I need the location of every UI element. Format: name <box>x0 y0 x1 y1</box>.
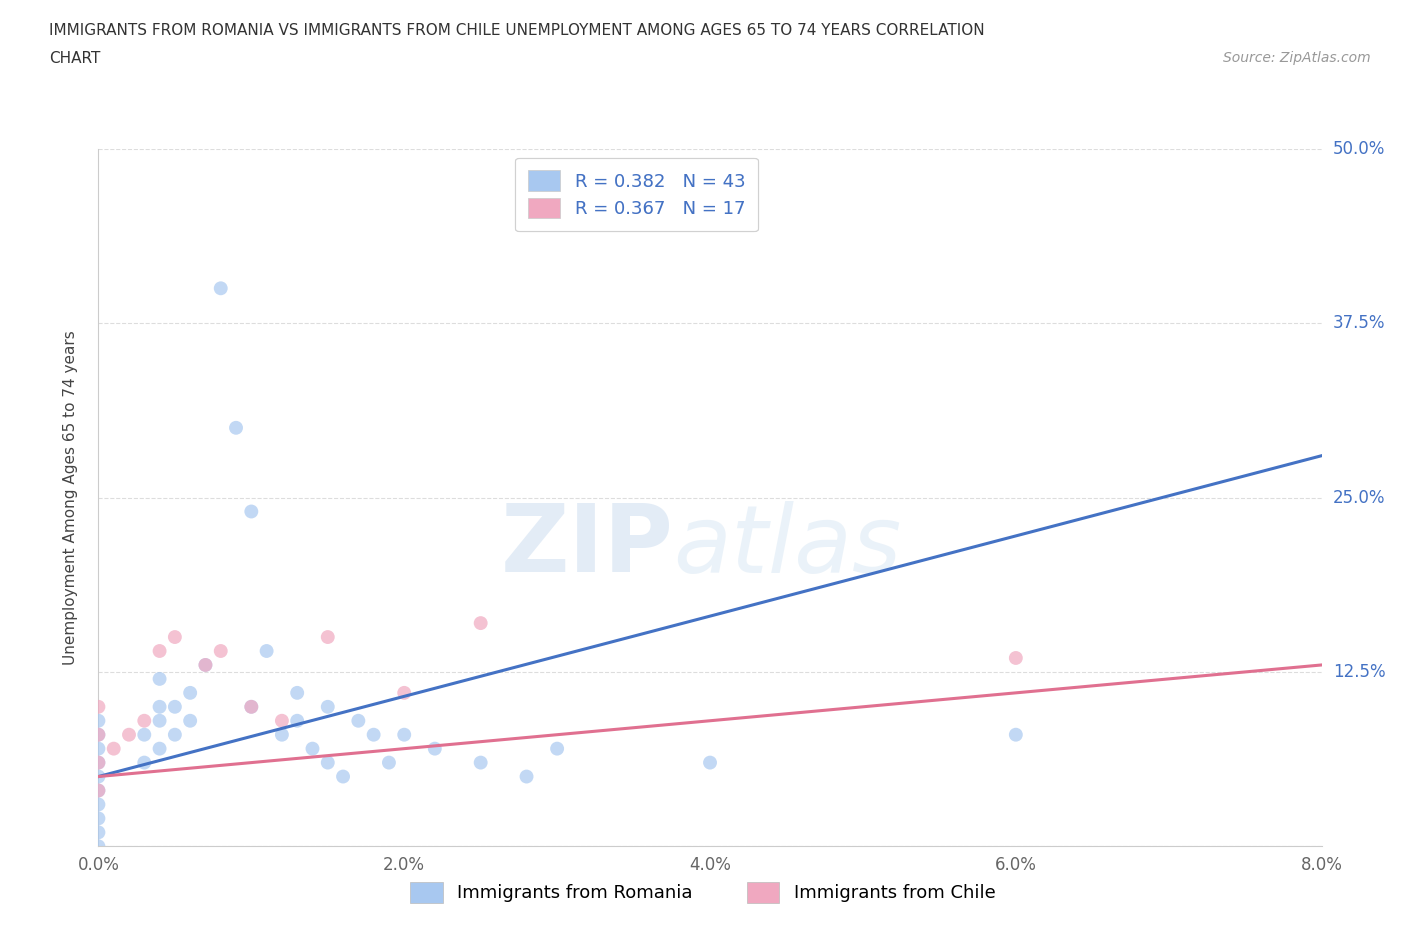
Point <box>209 644 232 658</box>
Point <box>1004 727 1026 742</box>
Point <box>270 713 294 728</box>
Point <box>179 685 201 700</box>
Point <box>194 658 217 672</box>
Text: Source: ZipAtlas.com: Source: ZipAtlas.com <box>1223 51 1371 65</box>
Text: 50.0%: 50.0% <box>1333 140 1385 158</box>
Point <box>149 713 172 728</box>
Text: CHART: CHART <box>49 51 101 66</box>
Point <box>699 755 721 770</box>
Legend: Immigrants from Romania, Immigrants from Chile: Immigrants from Romania, Immigrants from… <box>401 872 1005 911</box>
Point <box>392 685 416 700</box>
Point <box>163 630 186 644</box>
Point <box>87 727 110 742</box>
Point <box>316 755 339 770</box>
Point <box>87 825 110 840</box>
Point <box>240 699 263 714</box>
Point <box>179 713 201 728</box>
Point <box>285 713 308 728</box>
Point <box>225 420 247 435</box>
Point <box>270 727 294 742</box>
Point <box>87 783 110 798</box>
Point <box>332 769 354 784</box>
Point <box>209 281 232 296</box>
Point <box>301 741 323 756</box>
Point <box>87 727 110 742</box>
Point <box>1004 651 1026 666</box>
Point <box>87 713 110 728</box>
Point <box>392 727 416 742</box>
Point <box>470 755 492 770</box>
Point <box>149 699 172 714</box>
Point <box>87 811 110 826</box>
Text: atlas: atlas <box>673 501 901 591</box>
Point <box>134 755 156 770</box>
Point <box>256 644 278 658</box>
Point <box>285 685 308 700</box>
Point <box>546 741 568 756</box>
Point <box>103 741 125 756</box>
Point <box>149 671 172 686</box>
Point <box>163 699 186 714</box>
Point <box>240 699 263 714</box>
Point <box>240 504 263 519</box>
Point <box>423 741 446 756</box>
Text: ZIP: ZIP <box>501 500 673 592</box>
Text: 37.5%: 37.5% <box>1333 314 1385 332</box>
Point <box>149 741 172 756</box>
Text: 25.0%: 25.0% <box>1333 488 1385 507</box>
Point <box>316 630 339 644</box>
Point <box>87 839 110 854</box>
Point <box>87 797 110 812</box>
Point <box>194 658 217 672</box>
Text: 12.5%: 12.5% <box>1333 663 1385 681</box>
Point <box>347 713 370 728</box>
Point <box>87 783 110 798</box>
Point <box>516 769 538 784</box>
Point <box>470 616 492 631</box>
Point <box>87 755 110 770</box>
Point <box>134 727 156 742</box>
Text: IMMIGRANTS FROM ROMANIA VS IMMIGRANTS FROM CHILE UNEMPLOYMENT AMONG AGES 65 TO 7: IMMIGRANTS FROM ROMANIA VS IMMIGRANTS FR… <box>49 23 984 38</box>
Point <box>118 727 141 742</box>
Point <box>163 727 186 742</box>
Point <box>316 699 339 714</box>
Point <box>87 755 110 770</box>
Point <box>134 713 156 728</box>
Point <box>87 769 110 784</box>
Y-axis label: Unemployment Among Ages 65 to 74 years: Unemployment Among Ages 65 to 74 years <box>63 330 77 665</box>
Point <box>149 644 172 658</box>
Point <box>87 741 110 756</box>
Point <box>87 699 110 714</box>
Point <box>363 727 385 742</box>
Legend: R = 0.382   N = 43, R = 0.367   N = 17: R = 0.382 N = 43, R = 0.367 N = 17 <box>515 158 758 232</box>
Point <box>378 755 401 770</box>
